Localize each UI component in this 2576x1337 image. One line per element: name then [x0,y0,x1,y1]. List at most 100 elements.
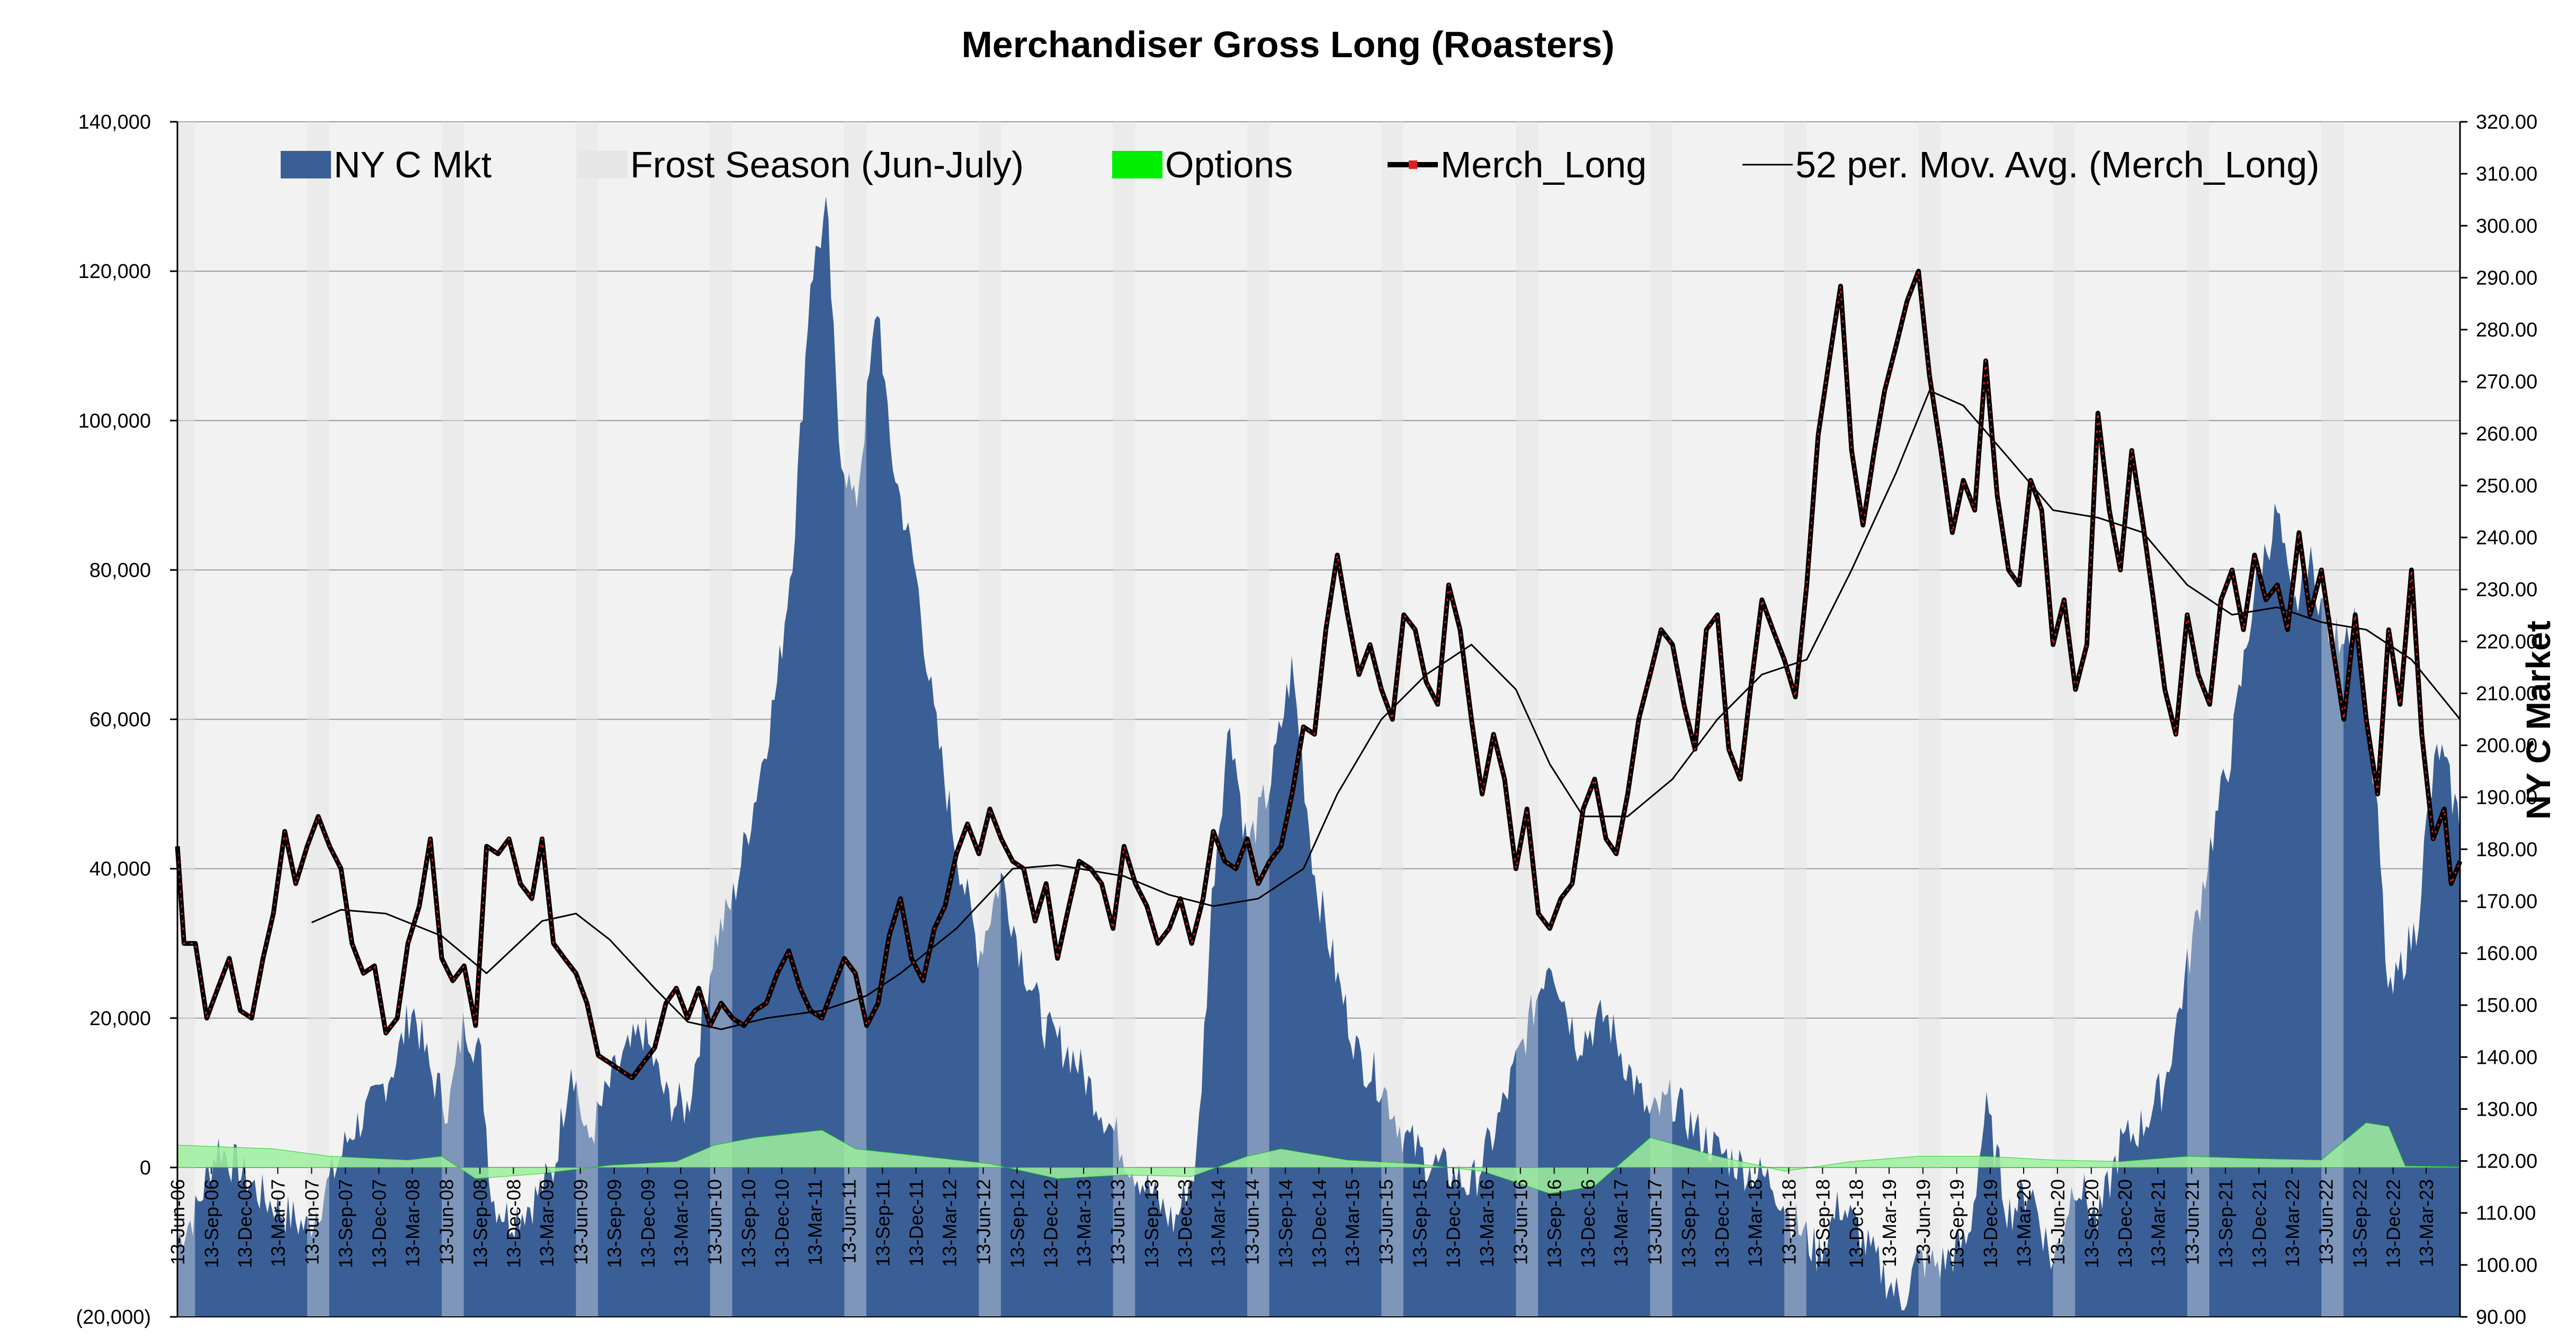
x-tick-label-9: 13-Sep-08 [469,1179,491,1268]
x-tick-label-40: 13-Jun-16 [1510,1179,1532,1265]
frost-overlay-2022 [2321,122,2344,1317]
x-tick-label-67: 13-Mar-23 [2416,1179,2437,1267]
y-right-tick-label-17: 260.00 [2476,423,2537,445]
frost-overlay-2008 [442,122,464,1317]
x-tick-label-5: 13-Sep-07 [335,1179,356,1268]
x-tick-label-39: 13-Mar-16 [1476,1179,1498,1267]
x-tick-label-16: 13-Jun-10 [704,1179,726,1265]
x-tick-label-24: 13-Jun-12 [973,1179,995,1265]
y-left-tick-label-3: 40,000 [90,858,151,881]
x-tick-label-26: 13-Dec-12 [1040,1179,1062,1268]
x-tick-label-41: 13-Sep-16 [1544,1179,1566,1268]
frost-overlay-2021 [2187,122,2210,1317]
x-tick-label-52: 13-Jun-19 [1912,1179,1934,1265]
x-tick-label-22: 13-Dec-11 [906,1179,927,1267]
y-left-tick-label-8: 140,000 [78,111,151,133]
x-tick-label-56: 13-Jun-20 [2047,1179,2069,1265]
x-tick-label-50: 13-Dec-18 [1846,1179,1867,1268]
y-right-tick-label-23: 320.00 [2476,111,2537,133]
y-right-tick-label-1: 100.00 [2476,1254,2537,1277]
x-tick-label-44: 13-Jun-17 [1644,1179,1666,1265]
x-tick-label-51: 13-Mar-19 [1879,1179,1900,1267]
legend-label-2: Options [1165,144,1293,185]
frost-overlay-2014 [1247,122,1269,1317]
y-left-tick-label-1: 0 [140,1157,151,1179]
x-tick-label-19: 13-Mar-11 [804,1179,826,1266]
x-tick-label-1: 13-Sep-06 [201,1179,222,1268]
y-right-tick-label-19: 280.00 [2476,319,2537,342]
y-right-tick-label-8: 170.00 [2476,891,2537,913]
frost-overlay-2016 [1516,122,1539,1317]
x-tick-label-62: 13-Dec-21 [2248,1179,2270,1268]
y-right-tick-label-20: 290.00 [2476,267,2537,289]
options-area [177,1122,2461,1194]
legend-label-1: Frost Season (Jun-July) [630,144,1024,185]
x-tick-label-15: 13-Mar-10 [670,1179,692,1267]
ny-c-mkt-area [177,122,2460,1317]
x-tick-label-42: 13-Dec-16 [1577,1179,1599,1268]
ny-c-mkt-series [177,196,2460,1317]
legend-label-3: Merch_Long [1441,144,1647,185]
options-series [177,1122,2461,1194]
frost-overlay-2017 [1650,122,1672,1317]
y-right-tick-label-2: 110.00 [2476,1203,2536,1225]
y-right-tick-label-14: 230.00 [2476,579,2537,601]
x-tick-label-48: 13-Jun-18 [1778,1179,1800,1265]
x-tick-label-45: 13-Sep-17 [1678,1179,1700,1268]
frost-overlay-2007 [307,122,329,1317]
y-right-axis-label: NY C Market [2519,621,2557,820]
x-tick-label-18: 13-Dec-10 [771,1179,793,1268]
x-tick-label-63: 13-Mar-22 [2282,1179,2303,1267]
y-right-tick-label-22: 310.00 [2476,163,2537,185]
frost-overlay-2020 [2053,122,2076,1317]
frost-overlay-2011 [844,122,866,1317]
legend-marker-3 [1409,160,1417,169]
y-right-tick-label-5: 140.00 [2476,1046,2537,1069]
y-right-tick-label-15: 240.00 [2476,527,2537,549]
x-tick-label-35: 13-Mar-15 [1341,1179,1363,1267]
x-tick-label-36: 13-Jun-15 [1375,1179,1397,1265]
moving-average-series [311,389,2461,1030]
chart-title: Merchandiser Gross Long (Roasters) [961,24,1614,65]
x-tick-label-57: 13-Sep-20 [2081,1179,2103,1268]
frost-overlay-2012 [979,122,1001,1317]
legend-label-4: 52 per. Mov. Avg. (Merch_Long) [1795,144,2320,185]
x-tick-label-54: 13-Dec-19 [1980,1179,2001,1268]
y-right-tick-label-10: 190.00 [2476,787,2537,809]
merch-long-markers [176,270,2461,1079]
frost-overlay-2010 [710,122,732,1317]
y-left-tick-label-5: 80,000 [90,559,151,581]
x-tick-label-20: 13-Jun-11 [838,1179,860,1263]
y-right-tick-label-13: 220.00 [2476,631,2537,653]
x-tick-label-8: 13-Jun-08 [435,1179,457,1265]
x-tick-label-17: 13-Sep-10 [738,1179,759,1268]
y-right-tick-label-0: 90.00 [2476,1306,2526,1329]
x-tick-label-3: 13-Mar-07 [267,1179,289,1267]
x-tick-label-64: 13-Jun-22 [2315,1179,2337,1265]
y-right-tick-label-21: 300.00 [2476,215,2537,237]
x-tick-label-2: 13-Dec-06 [234,1179,256,1268]
x-tick-label-33: 13-Sep-14 [1275,1179,1296,1268]
x-tick-label-66: 13-Dec-22 [2383,1179,2404,1268]
y-left-tick-label-7: 120,000 [78,261,151,283]
frost-overlay-2009 [576,122,598,1317]
x-tick-label-58: 13-Dec-20 [2114,1179,2136,1268]
y-right-tick-label-12: 210.00 [2476,683,2537,705]
x-tick-label-0: 13-Jun-06 [167,1179,189,1265]
x-tick-label-49: 13-Sep-18 [1812,1179,1833,1268]
x-tick-label-11: 13-Mar-09 [536,1179,558,1267]
y-right-tick-label-9: 180.00 [2476,839,2537,861]
x-tick-label-43: 13-Mar-17 [1610,1179,1632,1267]
y-left-tick-label-0: (20,000) [76,1306,151,1329]
y-right-tick-label-3: 120.00 [2476,1151,2537,1173]
legend-swatch-0 [281,151,331,178]
x-tick-label-29: 13-Sep-13 [1141,1179,1162,1268]
frost-overlay-2013 [1113,122,1135,1317]
x-tick-label-38: 13-Dec-15 [1443,1179,1464,1268]
x-tick-label-4: 13-Jun-07 [301,1179,323,1265]
x-tick-label-34: 13-Dec-14 [1308,1179,1330,1268]
x-tick-label-60: 13-Jun-21 [2181,1179,2203,1265]
y-left-tick-label-6: 100,000 [78,410,151,432]
x-tick-label-61: 13-Sep-21 [2215,1179,2237,1268]
